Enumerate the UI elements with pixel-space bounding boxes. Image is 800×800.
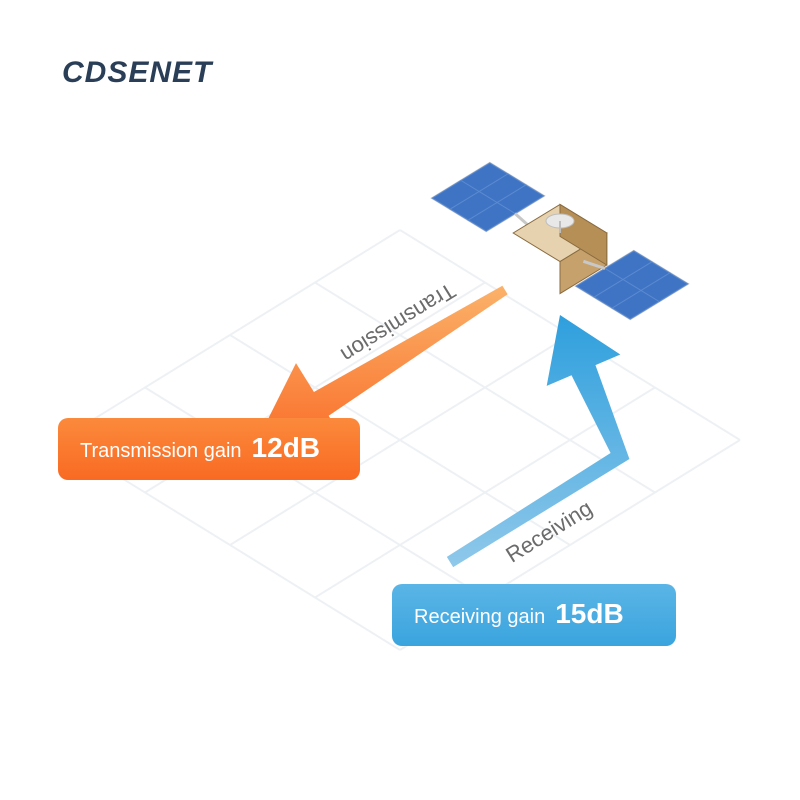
receiving-gain-pill: Receiving gain 15dB — [392, 584, 676, 646]
satellite-icon — [432, 163, 688, 319]
transmission-gain-value: 12dB — [252, 432, 320, 464]
receiving-gain-label: Receiving gain — [414, 606, 545, 629]
brand-text: CDSENET — [62, 56, 212, 89]
transmission-gain-label: Transmission gain — [80, 440, 242, 463]
diagram-canvas: Transmission Receiving — [0, 0, 800, 800]
transmission-gain-pill: Transmission gain 12dB — [58, 418, 360, 480]
brand-logo: CDSENET — [62, 56, 212, 90]
receiving-gain-value: 15dB — [555, 598, 623, 630]
